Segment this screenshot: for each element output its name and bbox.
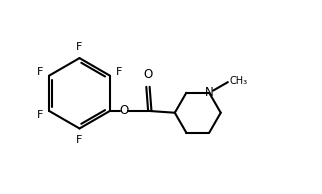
Text: O: O xyxy=(119,104,129,117)
Text: F: F xyxy=(76,135,83,145)
Text: N: N xyxy=(205,86,213,99)
Text: O: O xyxy=(143,68,152,81)
Text: F: F xyxy=(76,42,83,52)
Text: F: F xyxy=(37,67,43,77)
Text: F: F xyxy=(37,110,43,120)
Text: CH₃: CH₃ xyxy=(229,76,248,86)
Text: F: F xyxy=(116,67,122,77)
